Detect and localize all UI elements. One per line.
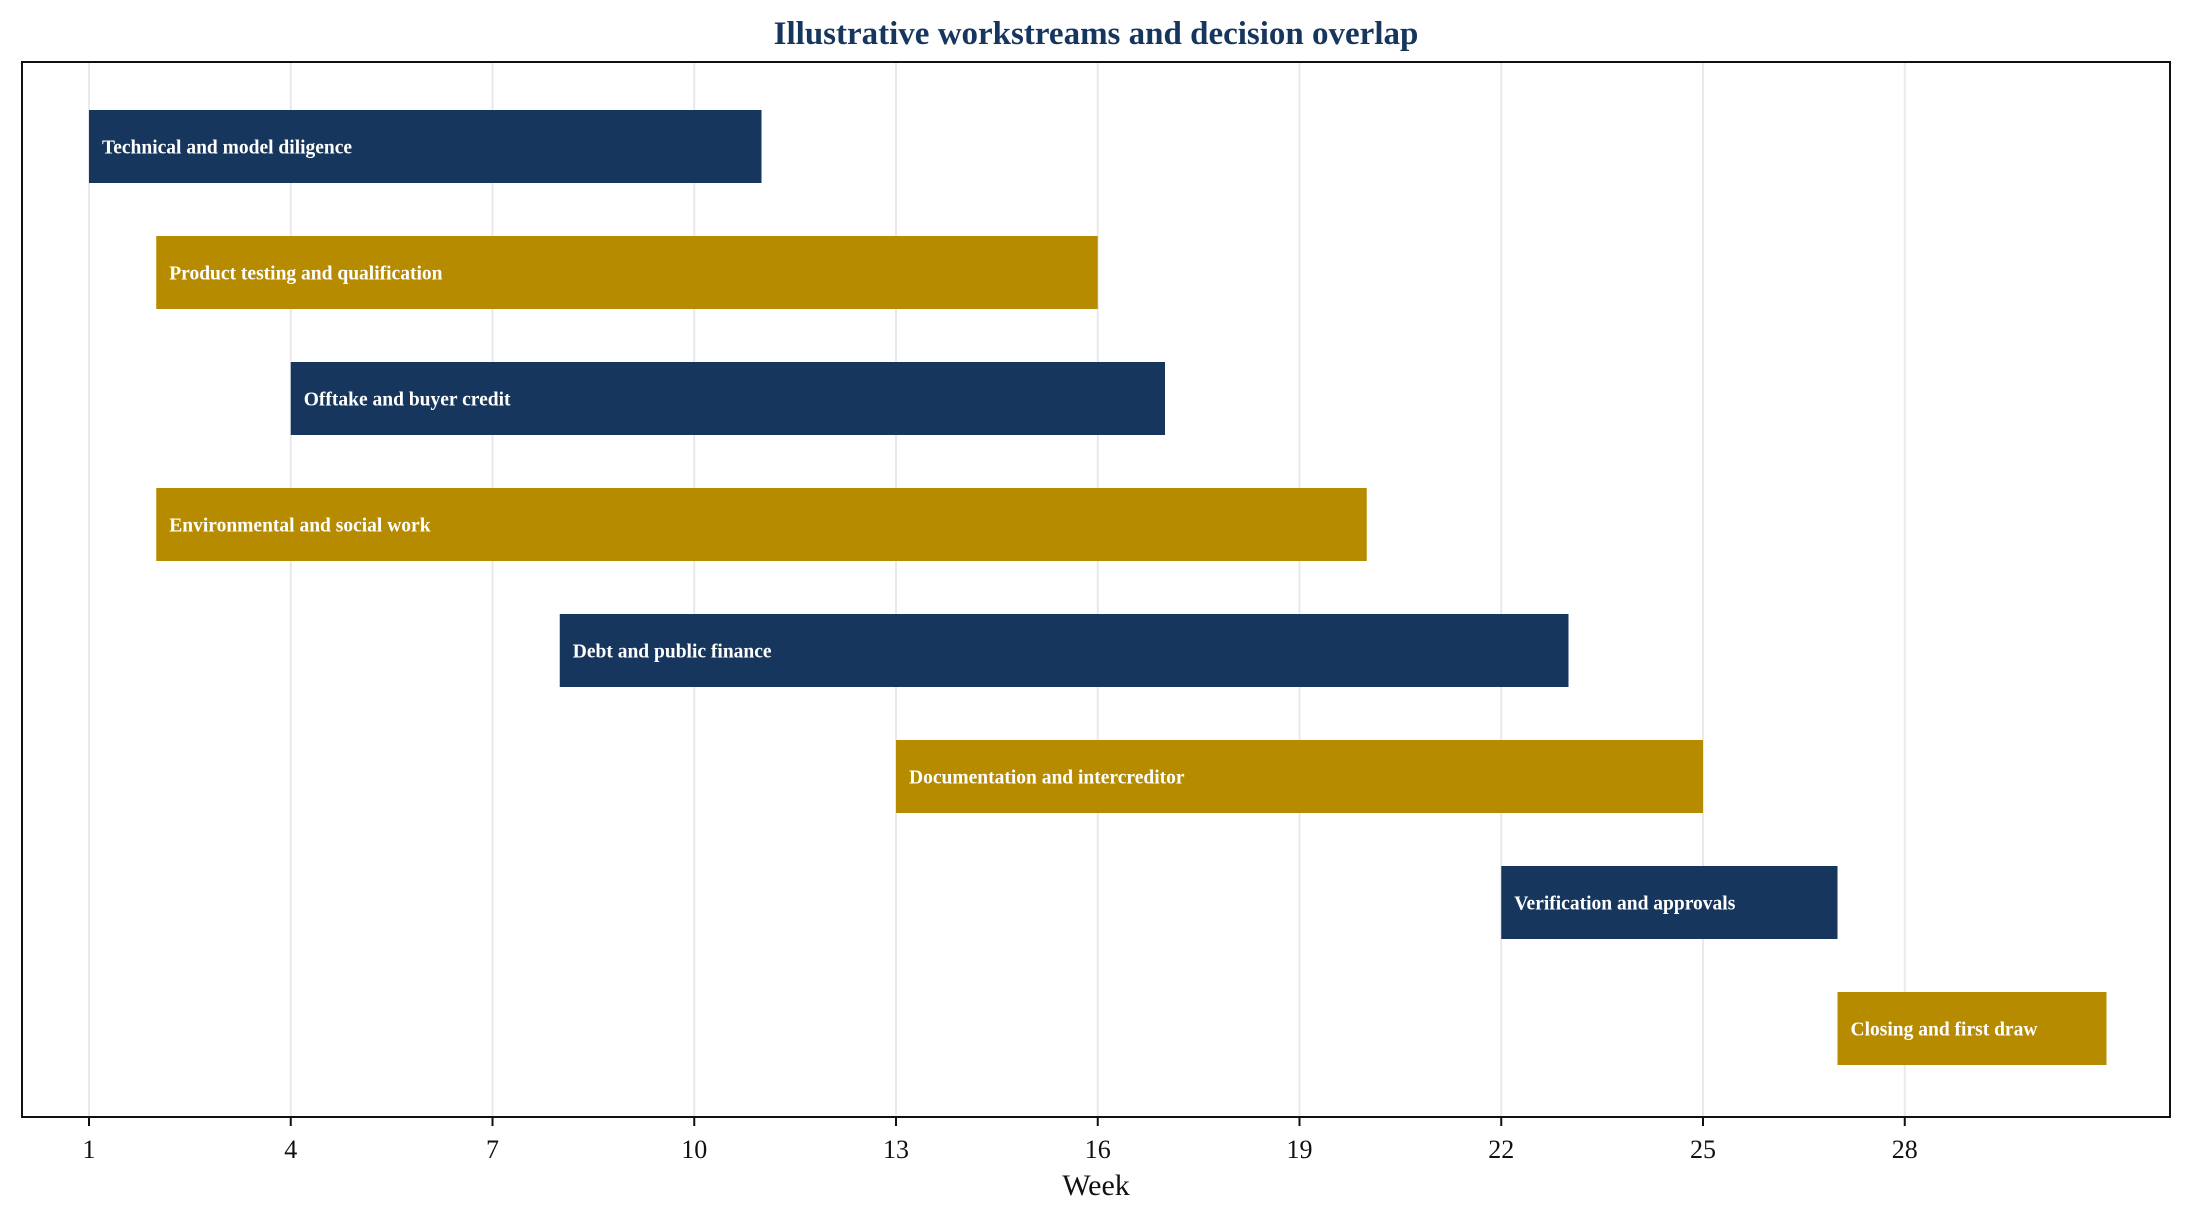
- bar-labels: Technical and model diligence Product tes…: [102, 138, 2037, 1041]
- bar-3: [156, 488, 1367, 561]
- x-tick-label-16: 16: [1085, 1135, 1111, 1164]
- bar-2: [290, 362, 1165, 435]
- x-tick-label-25: 25: [1690, 1135, 1716, 1164]
- x-tick-label-22: 22: [1488, 1135, 1514, 1164]
- bar-label-6: Verification and approvals: [1514, 894, 1735, 915]
- bar-label-4: Debt and public finance: [573, 642, 772, 663]
- x-tick-label-4: 4: [284, 1135, 297, 1164]
- bar-label-1: Product testing and qualification: [169, 264, 442, 285]
- bar-label-7: Closing and first draw: [1851, 1020, 2038, 1041]
- chart-title: Illustrative workstreams and decision ov…: [774, 16, 1419, 52]
- x-axis-label: Week: [1062, 1169, 1130, 1202]
- x-tick-label-13: 13: [883, 1135, 909, 1164]
- plot-frame: [21, 61, 2171, 1118]
- bar-5: [896, 740, 1703, 813]
- x-tick-label-28: 28: [1892, 1135, 1918, 1164]
- bar-label-3: Environmental and social work: [169, 516, 430, 537]
- x-tick-label-7: 7: [486, 1135, 499, 1164]
- bar-label-0: Technical and model diligence: [102, 138, 352, 159]
- bar-6: [1501, 866, 1838, 939]
- bar-label-2: Offtake and buyer credit: [304, 390, 511, 411]
- bar-7: [1837, 992, 2107, 1065]
- bars: [89, 110, 2107, 1065]
- x-axis-tick-labels: 1 4 7 10 13 16 19 22 25 28: [83, 1135, 1918, 1164]
- bar-1: [156, 236, 1098, 309]
- x-tick-label-10: 10: [681, 1135, 707, 1164]
- grid-lines: [88, 62, 1906, 1117]
- x-tick-label-19: 19: [1287, 1135, 1313, 1164]
- bar-0: [89, 110, 762, 183]
- bar-4: [559, 614, 1569, 687]
- x-tick-label-1: 1: [83, 1135, 96, 1164]
- x-axis-ticks: [88, 1117, 1906, 1126]
- bar-label-5: Documentation and intercreditor: [909, 768, 1185, 789]
